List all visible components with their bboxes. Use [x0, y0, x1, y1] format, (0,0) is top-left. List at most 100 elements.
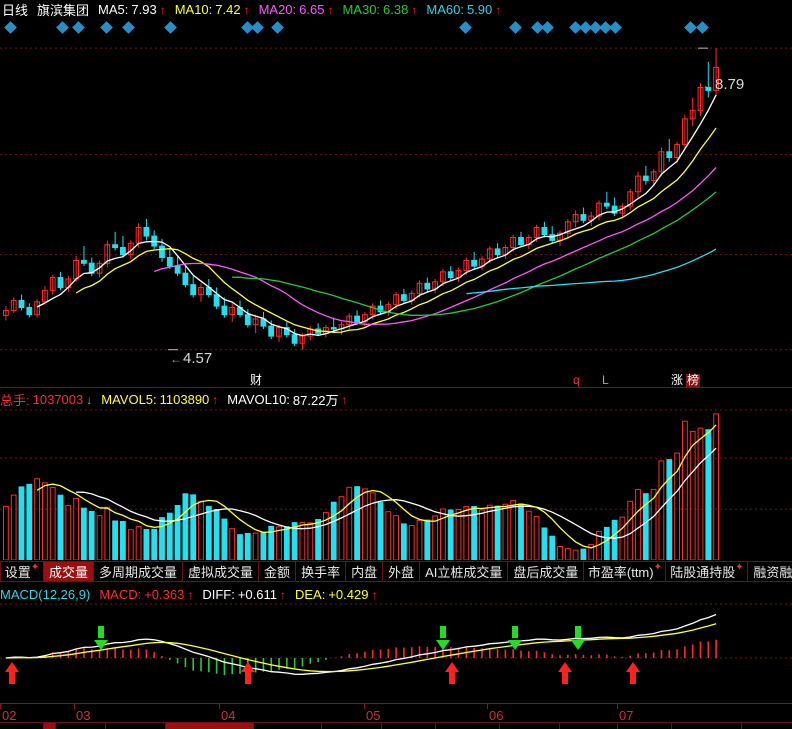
macd-chart-panel[interactable]	[0, 602, 792, 702]
secondary-toolbar-cell[interactable]	[0, 723, 44, 729]
ma60-trend-arrow-icon: ↑	[495, 2, 502, 17]
secondary-toolbar-cell[interactable]	[322, 723, 382, 729]
secondary-toolbar-cell[interactable]	[254, 723, 322, 729]
toolbar-button-3[interactable]: 虚拟成交量	[183, 562, 260, 581]
macd-readout: MACD: +0.363 ↑	[99, 587, 193, 602]
mavol10-trend-arrow-icon: ↑	[341, 392, 348, 407]
ma30-label: MA30:	[342, 2, 381, 17]
secondary-toolbar-cell[interactable]	[44, 723, 56, 729]
secondary-toolbar-cell[interactable]	[618, 723, 672, 729]
ma10-trend-arrow-icon: ↑	[243, 2, 250, 17]
ma20-label: MA20:	[258, 2, 297, 17]
ma60-readout: MA60: 5.90 ↑	[426, 2, 501, 17]
dea-readout: DEA: +0.429 ↑	[295, 587, 377, 602]
x-axis-tick	[487, 703, 488, 709]
diff-readout: DIFF: +0.611 ↑	[202, 587, 286, 602]
high-price-tag: ← 8.79	[702, 76, 744, 93]
mavol5-trend-arrow-icon: ↑	[212, 392, 219, 407]
secondary-toolbar-cell[interactable]	[56, 723, 106, 729]
toolbar-button-label: 市盈率(ttm)	[587, 565, 654, 580]
event-marker[interactable]: 涨	[671, 373, 684, 387]
x-axis-tick-label: 06	[489, 708, 504, 723]
low-price-value: 4.57	[183, 350, 213, 367]
toolbar-button-5[interactable]: 换手率	[296, 562, 347, 581]
x-axis-tick-label: 03	[76, 708, 91, 723]
x-axis-tick	[0, 703, 1, 709]
low-price-tag: ← 4.57	[170, 350, 212, 367]
price-header-info: 日线 旗滨集团 MA5: 7.93 ↑ MA10: 7.42 ↑ MA20: 6…	[2, 1, 510, 18]
toolbar-button-9[interactable]: 盘后成交量	[508, 562, 585, 581]
ma5-readout: MA5: 7.93 ↑	[98, 2, 166, 17]
new-feature-star-icon: ✦	[30, 562, 40, 573]
indicator-toolbar[interactable]: 设置 ✦ 成交量 多周期成交量 虚拟成交量 金额 换手率 内盘 外盘 AI立桩成交量 盘后成交量 市盈…	[0, 561, 792, 582]
volume-header-info: 总手: 1037003 ↓ MAVOL5: 1103890 ↑ MAVOL10:…	[0, 391, 356, 408]
mavol10-value: 87.22万	[292, 393, 339, 408]
ma10-value: 7.42	[215, 2, 241, 17]
event-marker[interactable]: 榜	[686, 373, 701, 387]
ma20-value: 6.65	[299, 2, 325, 17]
x-axis-line	[0, 703, 792, 704]
mavol10-readout: MAVOL10: 87.22万 ↑	[227, 390, 347, 409]
ma20-readout: MA20: 6.65 ↑	[259, 2, 334, 17]
macd-header-info: MACD(12,26,9) MACD: +0.363 ↑ DIFF: +0.61…	[0, 586, 386, 603]
macd-indicator	[0, 603, 792, 684]
toolbar-button-0[interactable]: 设置 ✦	[0, 562, 44, 581]
ma30-readout: MA30: 6.38 ↑	[342, 2, 417, 17]
toolbar-button-4[interactable]: 金额	[259, 562, 297, 581]
volume-chart-panel[interactable]	[0, 408, 792, 560]
toolbar-button-label: 多周期成交量	[99, 565, 178, 580]
diff-trend-arrow-icon: ↑	[280, 587, 286, 602]
x-axis: 02 03 04 05 06 07	[0, 703, 792, 723]
ma5-value: 7.93	[131, 2, 157, 17]
mavol5-value: 1103890	[159, 392, 210, 407]
toolbar-button-2[interactable]: 多周期成交量	[94, 562, 184, 581]
stock-name-label[interactable]: 旗滨集团	[37, 3, 90, 18]
secondary-toolbar-cell[interactable]	[106, 723, 166, 729]
toolbar-button-7[interactable]: 外盘	[383, 562, 421, 581]
toolbar-button-label: 内盘	[351, 565, 378, 580]
toolbar-button-label: 陆股通持股	[670, 565, 736, 580]
price-panel-divider	[0, 387, 792, 388]
x-axis-tick-label: 04	[221, 708, 236, 723]
secondary-toolbar-cell[interactable]	[166, 723, 254, 729]
toolbar-button-1[interactable]: 成交量	[44, 562, 95, 581]
secondary-toolbar-cell[interactable]	[672, 723, 742, 729]
diff-label: DIFF:	[202, 587, 235, 602]
secondary-toolbar-strip[interactable]	[0, 722, 792, 729]
event-marker[interactable]: q	[573, 373, 580, 387]
ma20-trend-arrow-icon: ↑	[327, 2, 334, 17]
toolbar-button-6[interactable]: 内盘	[346, 562, 384, 581]
secondary-toolbar-cell[interactable]	[560, 723, 618, 729]
macd-label: MACD:	[99, 587, 142, 602]
event-marker[interactable]: 财	[250, 373, 263, 387]
ma5-trend-arrow-icon: ↑	[159, 2, 166, 17]
ma60-value: 5.90	[466, 2, 493, 17]
price-chart-panel[interactable]	[0, 18, 792, 373]
toolbar-button-label: 设置	[4, 565, 31, 580]
dea-label: DEA:	[295, 587, 326, 602]
total-volume-readout: 总手: 1037003 ↓	[0, 390, 92, 409]
volume-bars	[0, 409, 792, 560]
secondary-toolbar-cell[interactable]	[500, 723, 560, 729]
toolbar-button-label: 外盘	[388, 565, 415, 580]
toolbar-button-8[interactable]: AI立桩成交量	[420, 562, 509, 581]
x-axis-tick	[617, 703, 618, 709]
secondary-toolbar-cell[interactable]	[436, 723, 500, 729]
diff-value: +0.611	[237, 587, 277, 602]
macd-title: MACD(12,26,9)	[0, 587, 91, 602]
toolbar-button-label: 成交量	[49, 565, 89, 580]
toolbar-button-label: 金额	[264, 565, 291, 580]
toolbar-button-12[interactable]: 融资融券余额	[748, 562, 792, 581]
event-marker[interactable]: L	[602, 373, 609, 387]
x-axis-tick	[364, 703, 365, 709]
period-label[interactable]: 日线	[2, 3, 29, 18]
toolbar-button-11[interactable]: 陆股通持股 ✦	[666, 562, 749, 581]
secondary-toolbar-cell[interactable]	[382, 723, 436, 729]
candlestick-chart	[0, 47, 792, 351]
mavol5-readout: MAVOL5: 1103890 ↑	[101, 392, 218, 407]
toolbar-button-label: AI立桩成交量	[425, 565, 503, 580]
toolbar-button-label: 虚拟成交量	[188, 565, 254, 580]
toolbar-button-10[interactable]: 市盈率(ttm) ✦	[584, 562, 667, 581]
macd-trend-arrow-icon: ↑	[187, 587, 194, 602]
